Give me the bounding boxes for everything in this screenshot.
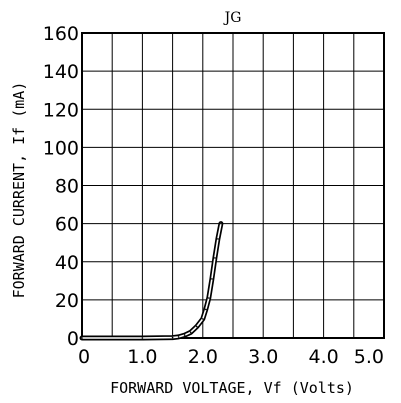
y-tick-label: 20: [55, 290, 79, 312]
data-point: [211, 278, 213, 280]
chart-title: JG: [223, 10, 242, 26]
x-tick-label: 2.0: [188, 346, 218, 368]
x-axis-label: FORWARD VOLTAGE, Vf (Volts): [110, 379, 354, 397]
iv-curve-outline: [79, 221, 224, 341]
y-tick-label: 60: [55, 214, 79, 236]
plot-area-frame: [81, 32, 385, 339]
y-tick-label: 140: [43, 61, 79, 83]
data-point: [202, 318, 204, 320]
y-tick-label: 160: [43, 23, 79, 45]
data-point: [217, 238, 219, 240]
data-point: [183, 334, 186, 336]
y-axis-ticks: 0 20 40 60 80 100 120 140 160: [43, 23, 79, 350]
data-point: [196, 325, 198, 328]
data-point: [141, 337, 144, 339]
y-tick-label: 0: [67, 328, 79, 350]
y-tick-label: 100: [43, 137, 79, 159]
data-point: [205, 308, 207, 311]
y-tick-label: 80: [55, 176, 79, 198]
data-point: [171, 336, 174, 339]
series-layer: [79, 221, 224, 341]
data-point: [189, 331, 192, 334]
y-tick-label: 40: [55, 252, 79, 274]
grid: [82, 33, 384, 338]
iv-curve-inner: [81, 222, 222, 339]
x-tick-label: 3.0: [248, 346, 278, 368]
data-point: [177, 336, 180, 338]
y-tick-label: 120: [43, 99, 79, 121]
x-tick-label: 1.0: [127, 346, 157, 368]
data-point: [220, 222, 222, 225]
x-axis-ticks: 0 1.0 2.0 3.0 4.0 5.0: [78, 346, 384, 368]
data-point: [214, 257, 216, 259]
data-point: [81, 337, 83, 339]
x-tick-label: 5.0: [354, 346, 384, 368]
x-tick-label: 0: [78, 346, 90, 368]
data-point: [208, 297, 210, 299]
x-tick-label: 4.0: [308, 346, 338, 368]
y-axis-label: FORWARD CURRENT, If (mA): [10, 82, 28, 299]
